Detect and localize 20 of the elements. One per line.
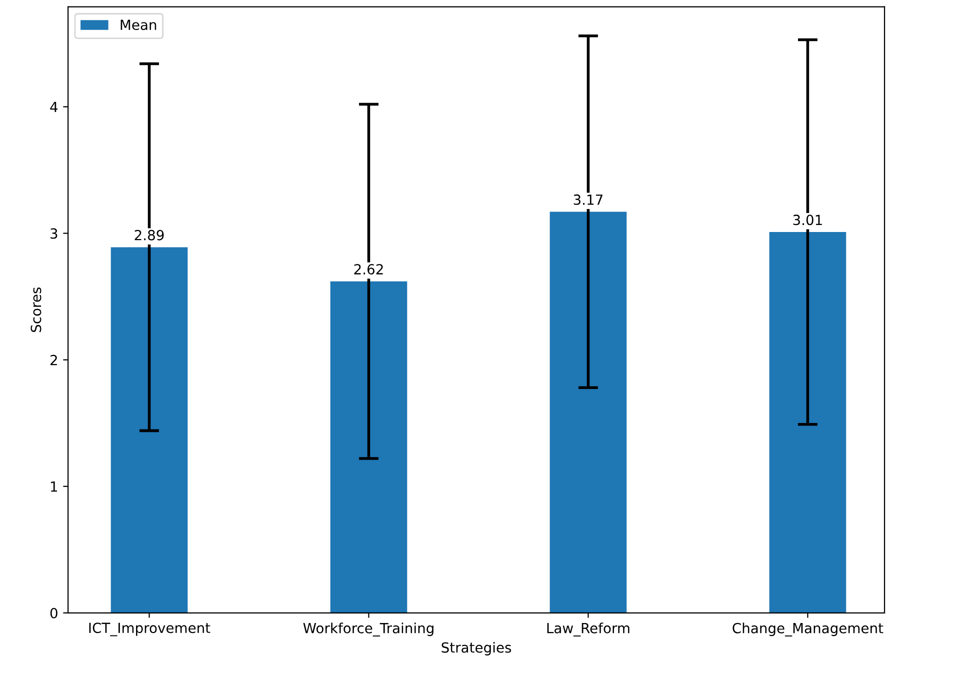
bar [330, 281, 408, 613]
bar [769, 232, 846, 613]
x-tick-label: Workforce_Training [303, 622, 434, 636]
data-label: 2.89 [134, 230, 164, 240]
bar [110, 247, 188, 613]
y-tick-label: 0 [50, 608, 58, 618]
y-tick-label: 2 [50, 354, 57, 366]
x-tick-label: Change_Management [732, 622, 884, 636]
data-label: 3.17 [574, 194, 602, 205]
y-tick-label: 3 [50, 228, 58, 239]
data-label: 2.62 [354, 264, 383, 275]
x-tick-label: ICT_Improvement [89, 622, 210, 636]
legend-label: Mean [120, 20, 156, 30]
bar [550, 212, 627, 613]
y-axis-title: Scores [30, 287, 42, 332]
y-tick-label: 4 [50, 102, 58, 112]
data-label: 3.01 [793, 214, 822, 226]
x-axis-title: Strategies [442, 642, 512, 656]
y-tick-label: 1 [51, 482, 58, 492]
x-tick-label: Law_Reform [547, 622, 630, 636]
